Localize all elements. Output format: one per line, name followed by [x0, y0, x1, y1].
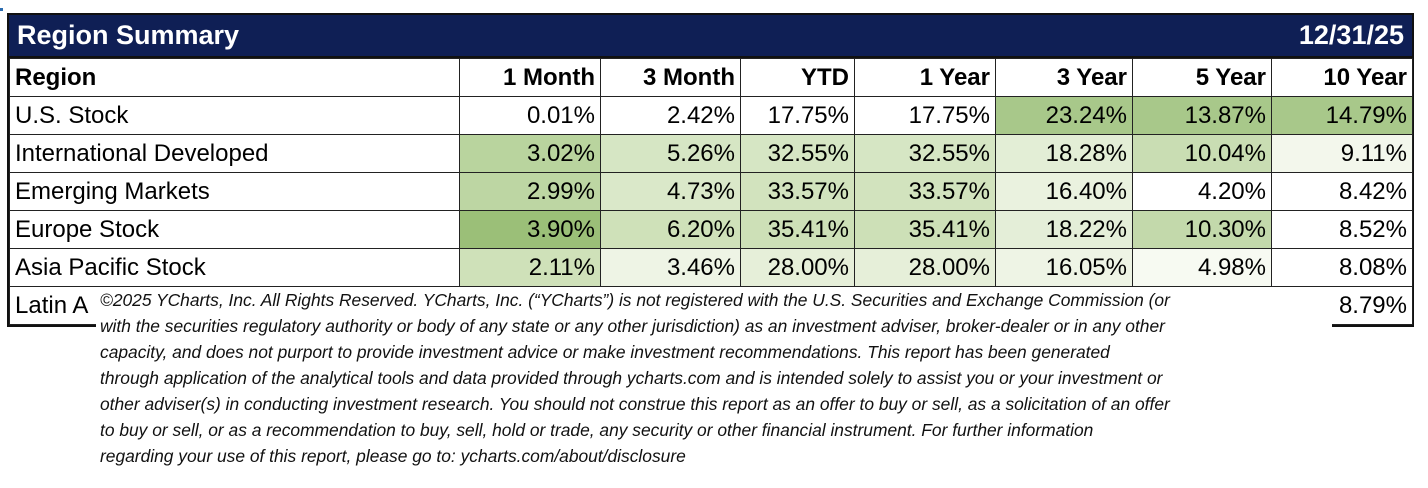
- returns-grid: Region 1 Month 3 Month YTD 1 Year 3 Year…: [9, 58, 1413, 325]
- return-value-cell: 8.42%: [1271, 172, 1413, 211]
- return-value-cell: 18.22%: [995, 210, 1133, 249]
- return-value-cell: 23.24%: [995, 96, 1133, 135]
- column-header-3-month: 3 Month: [600, 58, 741, 97]
- return-value-cell: 16.40%: [995, 172, 1133, 211]
- disclaimer-line: capacity, and does not purport to provid…: [100, 342, 1110, 362]
- header-row: Region 1 Month 3 Month YTD 1 Year 3 Year…: [9, 58, 1413, 97]
- report-date: 12/31/25: [1298, 20, 1404, 50]
- return-value-cell: 2.99%: [459, 172, 601, 211]
- disclaimer-line: other adviser(s) in conducting investmen…: [100, 394, 1170, 414]
- return-value-cell: 0.01%: [459, 96, 601, 135]
- column-header-ytd: YTD: [740, 58, 855, 97]
- return-value-cell: 28.00%: [740, 248, 855, 287]
- return-value-cell: 33.57%: [740, 172, 855, 211]
- region-name-cell: U.S. Stock: [9, 96, 460, 135]
- return-value-cell: 2.42%: [600, 96, 741, 135]
- return-value-cell: 3.90%: [459, 210, 601, 249]
- return-value-cell: 13.87%: [1132, 96, 1272, 135]
- return-value-cell: 2.11%: [459, 248, 601, 287]
- column-header-5-year: 5 Year: [1132, 58, 1272, 97]
- return-value-cell: 17.75%: [740, 96, 855, 135]
- return-value-cell: 6.20%: [600, 210, 741, 249]
- column-header-1-month: 1 Month: [459, 58, 601, 97]
- column-header-region: Region: [9, 58, 460, 97]
- return-value-cell: 9.11%: [1271, 134, 1413, 173]
- return-value-cell: 14.79%: [1271, 96, 1413, 135]
- return-value-cell: 32.55%: [740, 134, 855, 173]
- return-value-cell: 10.30%: [1132, 210, 1272, 249]
- return-value-cell: 5.26%: [600, 134, 741, 173]
- return-value-cell: 17.75%: [854, 96, 996, 135]
- return-value-cell: 18.28%: [995, 134, 1133, 173]
- return-value-cell: 33.57%: [854, 172, 996, 211]
- disclaimer-line: ©2025 YCharts, Inc. All Rights Reserved.…: [100, 290, 1170, 310]
- table-row: International Developed 3.02% 5.26% 32.55% 3…: [9, 134, 1413, 173]
- table-title-bar: Region Summary 12/31/25: [9, 15, 1412, 58]
- column-header-3-year: 3 Year: [995, 58, 1133, 97]
- copyright-disclaimer: ©2025 YCharts, Inc. All Rights Reserved.…: [96, 287, 1332, 471]
- table-row: Emerging Markets 2.99% 4.73% 33.57% 33.57% 16…: [9, 172, 1413, 211]
- corner-marker: [0, 8, 3, 11]
- disclaimer-line: regarding your use of this report, pleas…: [100, 446, 686, 466]
- return-value-cell: 3.02%: [459, 134, 601, 173]
- return-value-cell: 3.46%: [600, 248, 741, 287]
- table-title: Region Summary: [17, 20, 240, 50]
- return-value-cell: 35.41%: [854, 210, 996, 249]
- disclaimer-line: with the securities regulatory authority…: [100, 316, 1165, 336]
- return-value-cell: 35.41%: [740, 210, 855, 249]
- return-value-cell: 4.20%: [1132, 172, 1272, 211]
- region-summary-table: Region Summary 12/31/25 Region 1 Month 3…: [7, 13, 1414, 327]
- disclaimer-line: to buy or sell, or as a recommendation t…: [100, 420, 1094, 440]
- return-value-cell: 8.52%: [1271, 210, 1413, 249]
- disclaimer-line: through application of the analytical to…: [100, 368, 1163, 388]
- return-value-cell: 32.55%: [854, 134, 996, 173]
- return-value-cell: 4.73%: [600, 172, 741, 211]
- table-row: Europe Stock 3.90% 6.20% 35.41% 35.41% 18.22%…: [9, 210, 1413, 249]
- return-value-cell: 16.05%: [995, 248, 1133, 287]
- region-name-cell: Asia Pacific Stock: [9, 248, 460, 287]
- region-name-cell: International Developed: [9, 134, 460, 173]
- column-header-10-year: 10 Year: [1271, 58, 1413, 97]
- return-value-cell: 28.00%: [854, 248, 996, 287]
- return-value-cell: 8.08%: [1271, 248, 1413, 287]
- return-value-cell: 10.04%: [1132, 134, 1272, 173]
- table-row: Asia Pacific Stock 2.11% 3.46% 28.00% 28.00%…: [9, 248, 1413, 287]
- return-value-cell: 4.98%: [1132, 248, 1272, 287]
- region-name-cell: Emerging Markets: [9, 172, 460, 211]
- column-header-1-year: 1 Year: [854, 58, 996, 97]
- table-row: U.S. Stock 0.01% 2.42% 17.75% 17.75% 23.24% 13…: [9, 96, 1413, 135]
- region-name-cell: Europe Stock: [9, 210, 460, 249]
